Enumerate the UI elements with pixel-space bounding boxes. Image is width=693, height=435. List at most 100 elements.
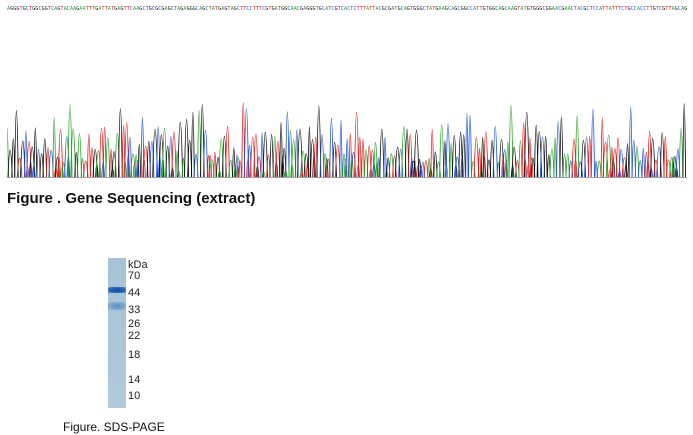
base-call-letter: A [681, 6, 684, 12]
faint-protein-band [108, 302, 126, 310]
trace-peak [625, 143, 630, 178]
trace-minor-peak [312, 154, 316, 178]
trace-peak [553, 137, 557, 178]
base-call-letter: G [461, 6, 464, 12]
base-call-letter: T [29, 6, 32, 12]
base-call-letter: C [26, 6, 29, 12]
trace-peak [413, 129, 420, 178]
trace-peak [162, 127, 167, 178]
base-call-letter: C [634, 6, 637, 12]
trace-peak [95, 150, 102, 178]
trace-minor-peak [135, 160, 140, 178]
base-call-letter: T [650, 6, 653, 12]
base-call-letter: T [61, 6, 64, 12]
trace-peak [423, 160, 429, 178]
base-call-letter: A [366, 6, 369, 12]
base-call-letter: C [250, 6, 253, 12]
base-call-letter: T [86, 6, 89, 12]
base-call-letter: A [108, 6, 111, 12]
base-call-letter: T [328, 6, 331, 12]
base-call-letter: G [502, 6, 505, 12]
trace-peak [354, 111, 360, 178]
base-call-letter: T [259, 6, 262, 12]
base-call-letter: A [303, 6, 306, 12]
base-call-letter: C [423, 6, 426, 12]
trace-peak [596, 160, 602, 178]
trace-peak [373, 141, 378, 178]
trace-peak [430, 128, 435, 178]
base-call-letter: T [240, 6, 243, 12]
trace-peak [556, 121, 561, 178]
base-call-letter: G [95, 6, 98, 12]
trace-peak [57, 128, 64, 178]
base-call-letter: C [51, 6, 54, 12]
trace-peak [36, 148, 41, 178]
base-call-letter: G [120, 6, 123, 12]
trace-peak [470, 161, 476, 178]
base-call-letter: T [394, 6, 397, 12]
base-call-letter: T [432, 6, 435, 12]
trace-peak [549, 148, 555, 178]
base-call-letter: T [476, 6, 479, 12]
trace-minor-peak [608, 168, 612, 178]
trace-peak [7, 127, 9, 178]
base-call-letter: G [306, 6, 309, 12]
base-call-letter: A [498, 6, 501, 12]
trace-peak [235, 154, 239, 178]
trace-peak [605, 134, 612, 178]
base-call-letter: G [168, 6, 171, 12]
trace-peak [678, 127, 684, 178]
trace-peak [55, 156, 60, 178]
base-call-letter: A [325, 6, 328, 12]
trace-minor-peak [416, 165, 420, 178]
base-call-letter: T [228, 6, 231, 12]
base-call-letter: G [435, 6, 438, 12]
base-call-letter: T [486, 6, 489, 12]
trace-peak [508, 104, 514, 178]
base-call-letter: G [202, 6, 205, 12]
base-call-letter: A [599, 6, 602, 12]
base-call-letter: G [417, 6, 420, 12]
base-call-letter: C [379, 6, 382, 12]
marker-label-26: 26 [128, 318, 141, 330]
base-call-letter: C [237, 6, 240, 12]
trace-minor-peak [419, 166, 423, 178]
trace-peak [121, 125, 126, 178]
trace-peak [468, 114, 472, 178]
base-call-letter: C [143, 6, 146, 12]
trace-peak [641, 148, 646, 178]
trace-peak [16, 157, 23, 178]
base-call-letter: A [165, 6, 168, 12]
base-call-letter: C [347, 6, 350, 12]
base-call-letter: C [39, 6, 42, 12]
base-call-letter: G [35, 6, 38, 12]
trace-minor-peak [410, 158, 414, 178]
base-call-letter: C [196, 6, 199, 12]
base-call-letter: G [539, 6, 542, 12]
base-call-letter: T [124, 6, 127, 12]
trace-minor-peak [233, 165, 238, 178]
base-call-letter: G [45, 6, 48, 12]
base-call-letter: G [155, 6, 158, 12]
base-call-letter: C [457, 6, 460, 12]
base-call-letter: G [483, 6, 486, 12]
base-call-letter: T [665, 6, 668, 12]
base-call-letter: C [580, 6, 583, 12]
base-call-letter: C [385, 6, 388, 12]
base-call-letter: C [354, 6, 357, 12]
base-call-letter: G [527, 6, 530, 12]
base-call-letter: T [269, 6, 272, 12]
base-call-letter: T [372, 6, 375, 12]
trace-peak [329, 118, 334, 178]
base-call-letter: C [571, 6, 574, 12]
marker-label-18: 18 [128, 349, 141, 361]
base-call-letter: T [253, 6, 256, 12]
trace-peak [213, 151, 217, 178]
trace-peak [458, 131, 463, 178]
base-call-letter: G [149, 6, 152, 12]
trace-peak [253, 133, 259, 178]
base-call-letter: G [583, 6, 586, 12]
base-call-letter: C [505, 6, 508, 12]
trace-peak [42, 138, 48, 178]
base-call-letter: T [669, 6, 672, 12]
